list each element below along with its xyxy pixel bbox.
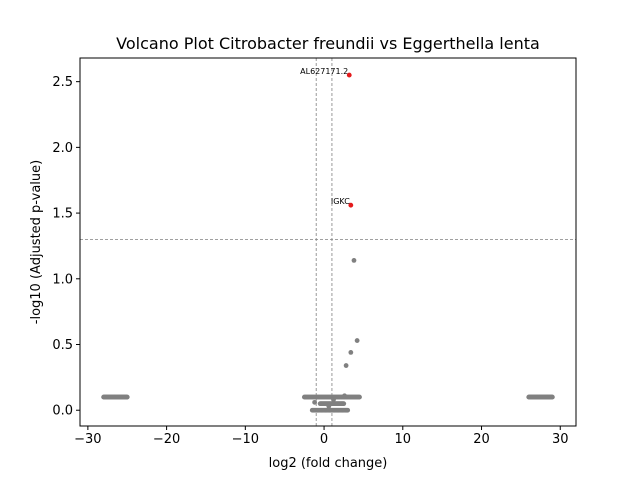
x-tick-label: −20 <box>153 432 180 447</box>
x-tick-label: 20 <box>473 432 490 447</box>
point-annotation: IGKC <box>331 197 350 206</box>
plot-frame <box>79 57 577 427</box>
plot-area: AL627171.2 IGKC −30 −20 −10 0 10 20 30 0.0 0.5 1.0 1… <box>52 57 577 447</box>
data-point <box>312 399 318 405</box>
significant-point <box>348 202 354 208</box>
y-tick-label: 1.0 <box>52 272 73 287</box>
x-tick-label: 0 <box>320 432 328 447</box>
chart-title: Volcano Plot Citrobacter freundii vs Egg… <box>116 34 540 53</box>
data-point <box>354 338 360 343</box>
x-axis-label: log2 (fold change) <box>269 456 388 471</box>
y-tick-label: 0.5 <box>52 338 73 353</box>
data-point <box>345 407 351 413</box>
data-point <box>348 350 354 355</box>
y-tick-label: 1.5 <box>52 207 73 222</box>
x-tick-label: −30 <box>74 432 101 447</box>
data-point <box>124 394 130 400</box>
significant-point <box>346 72 352 78</box>
x-tick-label: 10 <box>395 432 412 447</box>
data-point <box>341 401 347 407</box>
x-tick-label: 30 <box>552 432 569 447</box>
y-axis-label: -log10 (Adjusted p-value) <box>29 160 44 324</box>
data-point <box>326 403 332 409</box>
x-tick-label: −10 <box>232 432 259 447</box>
data-point <box>357 394 362 400</box>
data-point <box>351 258 357 263</box>
y-tick-label: 2.0 <box>52 141 73 156</box>
y-tick-label: 0.0 <box>52 404 73 419</box>
data-point <box>342 393 347 399</box>
data-point <box>343 363 349 368</box>
y-tick-label: 2.5 <box>52 75 73 90</box>
data-point <box>331 397 336 403</box>
point-annotation: AL627171.2 <box>300 67 348 76</box>
data-point <box>549 394 555 400</box>
